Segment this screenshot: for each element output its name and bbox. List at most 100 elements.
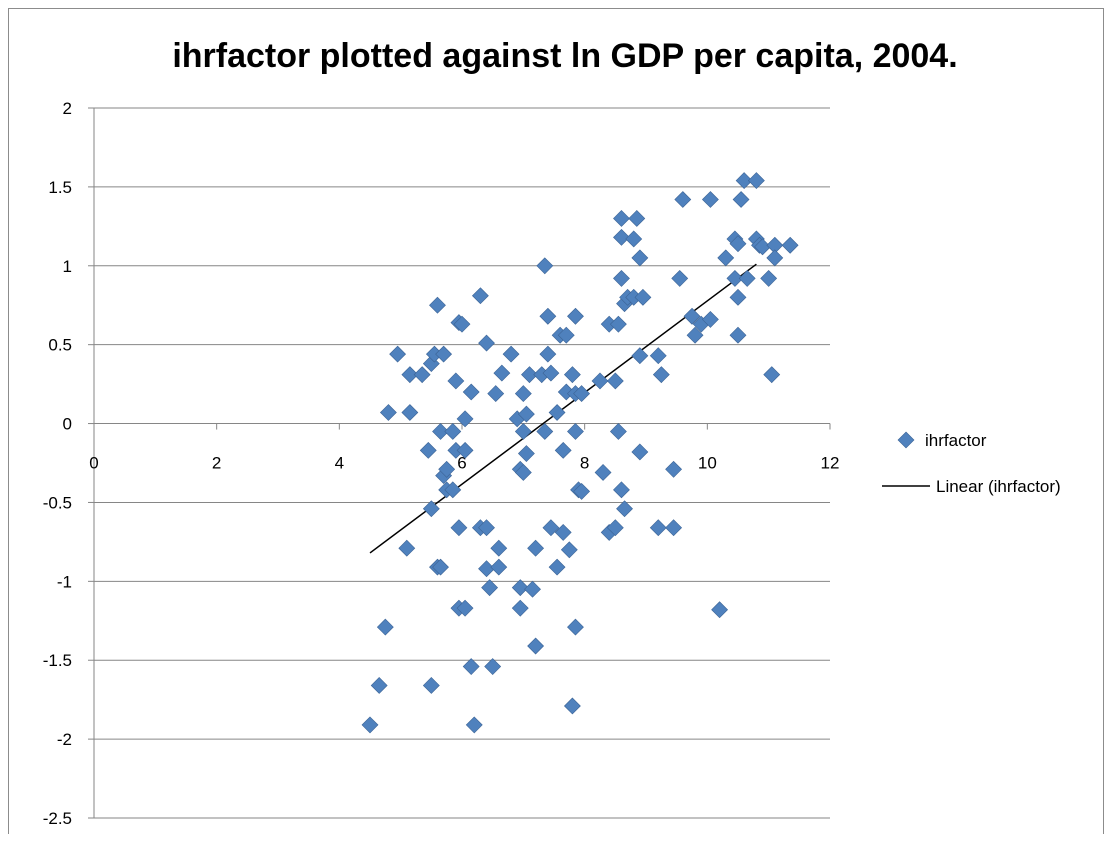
tick-labels: 2 1.5 1 0.5 0 -0.5 -1 -1.5 -2 -2.5 0 2 4 6 8 10 12 <box>43 99 840 828</box>
data-point <box>514 464 532 481</box>
x-tick-label: 12 <box>821 454 840 473</box>
data-point <box>554 441 572 459</box>
data-point <box>652 366 670 384</box>
chart-title: ihrfactor plotted against ln GDP per cap… <box>172 37 957 75</box>
data-point <box>438 460 456 478</box>
data-point <box>429 296 446 314</box>
data-points <box>361 172 799 734</box>
data-point <box>450 519 468 537</box>
data-point <box>487 385 505 403</box>
data-point <box>594 464 612 481</box>
data-point <box>591 372 609 390</box>
legend-label-ihrfactor: ihrfactor <box>925 431 987 450</box>
data-point <box>554 523 572 541</box>
data-point <box>634 288 652 306</box>
data-point <box>422 677 440 694</box>
data-point <box>671 269 689 287</box>
data-point <box>539 345 557 363</box>
data-point <box>456 441 474 459</box>
data-point <box>511 599 529 617</box>
data-point <box>521 366 538 384</box>
data-point <box>665 460 683 478</box>
data-point <box>573 482 591 500</box>
y-tick-label: -2.5 <box>43 809 72 828</box>
data-point <box>567 423 584 440</box>
data-point <box>490 558 508 576</box>
data-point <box>606 519 624 537</box>
y-tick-label: 1 <box>63 257 72 276</box>
data-point <box>781 236 799 254</box>
data-point <box>729 326 747 344</box>
data-point <box>493 364 511 382</box>
data-point <box>389 345 407 363</box>
data-point <box>649 347 667 365</box>
data-point <box>444 481 462 499</box>
data-point <box>542 364 560 382</box>
data-point <box>631 443 649 461</box>
data-point <box>444 423 462 440</box>
data-point <box>542 519 560 537</box>
data-point <box>763 366 781 384</box>
data-point <box>711 601 729 619</box>
data-point <box>471 287 489 305</box>
data-point <box>674 191 692 208</box>
data-point <box>766 249 784 267</box>
legend-label-linear: Linear (ihrfactor) <box>936 477 1061 496</box>
data-point <box>563 697 581 715</box>
y-tick-label: -1.5 <box>43 651 72 670</box>
data-point <box>536 257 554 275</box>
y-tick-label: 0.5 <box>48 336 72 355</box>
legend: ihrfactor Linear (ihrfactor) <box>882 431 1061 496</box>
data-point <box>560 541 578 559</box>
data-point <box>453 315 471 333</box>
y-tick-label: 2 <box>63 99 72 118</box>
data-point <box>370 677 388 694</box>
data-point <box>683 307 701 325</box>
data-point <box>465 716 483 734</box>
data-point <box>625 230 643 248</box>
y-tick-label: 1.5 <box>48 178 72 197</box>
data-point <box>536 423 554 440</box>
data-point <box>478 519 495 537</box>
y-tick-label: -1 <box>57 572 72 591</box>
y-tick-label: -0.5 <box>43 493 72 512</box>
x-tick-label: 2 <box>212 454 221 473</box>
data-point <box>514 385 532 403</box>
data-point <box>701 310 719 328</box>
legend-marker-ihrfactor <box>897 431 915 449</box>
data-point <box>490 539 508 557</box>
data-point <box>747 172 765 190</box>
data-point <box>376 618 394 636</box>
data-point <box>514 423 532 440</box>
data-point <box>717 249 735 267</box>
x-tick-label: 10 <box>698 454 717 473</box>
data-point <box>524 580 541 598</box>
data-point <box>665 519 683 537</box>
data-point <box>760 269 778 287</box>
data-point <box>432 558 449 576</box>
data-point <box>686 326 704 344</box>
data-point <box>462 658 480 675</box>
data-point <box>606 372 624 390</box>
data-point <box>609 423 627 440</box>
data-point <box>527 539 545 557</box>
data-point <box>631 347 649 365</box>
x-tick-label: 0 <box>89 454 98 473</box>
data-point <box>567 307 584 325</box>
data-point <box>729 235 747 253</box>
data-point <box>447 372 465 390</box>
data-point <box>462 383 480 401</box>
data-point <box>567 618 584 636</box>
data-point <box>649 519 667 537</box>
data-point <box>456 599 474 617</box>
data-point <box>613 269 630 287</box>
data-point <box>502 345 520 363</box>
data-point <box>517 445 535 462</box>
data-point <box>478 334 495 352</box>
data-point <box>435 345 453 363</box>
data-point <box>481 579 499 597</box>
data-point <box>419 441 437 459</box>
x-tick-label: 8 <box>580 454 589 473</box>
data-point <box>701 191 719 208</box>
